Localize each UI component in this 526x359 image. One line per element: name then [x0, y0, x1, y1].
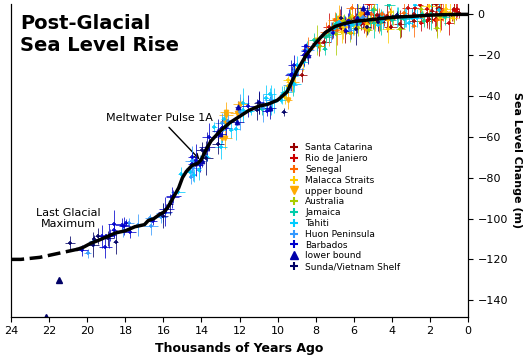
X-axis label: Thousands of Years Ago: Thousands of Years Ago	[155, 342, 323, 355]
Y-axis label: Sea Level Change (m): Sea Level Change (m)	[512, 92, 522, 228]
Text: Last Glacial
Maximum: Last Glacial Maximum	[36, 208, 100, 229]
Text: Meltwater Pulse 1A: Meltwater Pulse 1A	[106, 113, 213, 158]
Text: Post-Glacial
Sea Level Rise: Post-Glacial Sea Level Rise	[21, 14, 179, 55]
Legend: Santa Catarina, Rio de Janiero, Senegal, Malacca Straits, upper bound, Australia: Santa Catarina, Rio de Janiero, Senegal,…	[281, 140, 404, 275]
